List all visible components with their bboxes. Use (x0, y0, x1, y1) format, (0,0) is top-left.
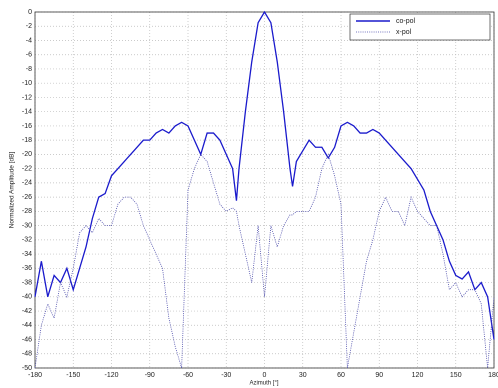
y-tick-label: -10 (22, 80, 32, 87)
y-tick-label: -50 (22, 365, 32, 372)
series-line (34, 10, 495, 340)
x-tick-label: 90 (375, 372, 383, 379)
y-tick-label: -18 (22, 137, 32, 144)
legend-label: x-pol (396, 29, 412, 36)
x-axis-label: Azimuth [°] (249, 381, 278, 387)
y-tick-label: -12 (22, 94, 32, 101)
legend-box (349, 13, 491, 41)
y-tick-label: -48 (22, 351, 32, 358)
y-tick-label: -6 (26, 52, 32, 59)
x-tick-label: 30 (299, 372, 307, 379)
x-tick-label: 120 (412, 372, 424, 379)
y-tick-label: -16 (22, 123, 32, 130)
y-tick-label: -26 (22, 194, 32, 201)
y-tick-label: -30 (22, 222, 32, 229)
x-tick-label: 150 (450, 372, 462, 379)
y-tick-label: -4 (26, 37, 32, 44)
y-tick-label: -38 (22, 279, 32, 286)
y-tick-label: -14 (22, 109, 32, 116)
y-tick-label: -36 (22, 265, 32, 272)
y-tick-label: -8 (26, 66, 32, 73)
y-tick-label: -2 (26, 23, 32, 30)
x-tick-label: -150 (66, 372, 80, 379)
y-tick-label: -28 (22, 208, 32, 215)
y-tick-label: -32 (22, 237, 32, 244)
y-tick-label: -40 (22, 294, 32, 301)
y-tick-label: -42 (22, 308, 32, 315)
y-tick-label: -46 (22, 336, 32, 343)
y-tick-label: -24 (22, 180, 32, 187)
x-tick-label: 60 (337, 372, 345, 379)
x-tick-label: -90 (145, 372, 155, 379)
y-tick-label: -34 (22, 251, 32, 258)
x-tick-label: -120 (104, 372, 118, 379)
x-tick-label: 180 (488, 372, 498, 379)
x-tick-label: 0 (263, 372, 267, 379)
x-tick-label: -30 (221, 372, 231, 379)
x-tick-label: -60 (183, 372, 193, 379)
y-tick-label: -44 (22, 322, 32, 329)
y-tick-label: -20 (22, 151, 32, 158)
y-axis-label: Normalized Amplitude [dB] (9, 152, 16, 229)
legend-label: co-pol (396, 18, 416, 25)
y-tick-label: -22 (22, 165, 32, 172)
y-tick-label: 0 (28, 9, 32, 16)
x-tick-label: -180 (28, 372, 42, 379)
